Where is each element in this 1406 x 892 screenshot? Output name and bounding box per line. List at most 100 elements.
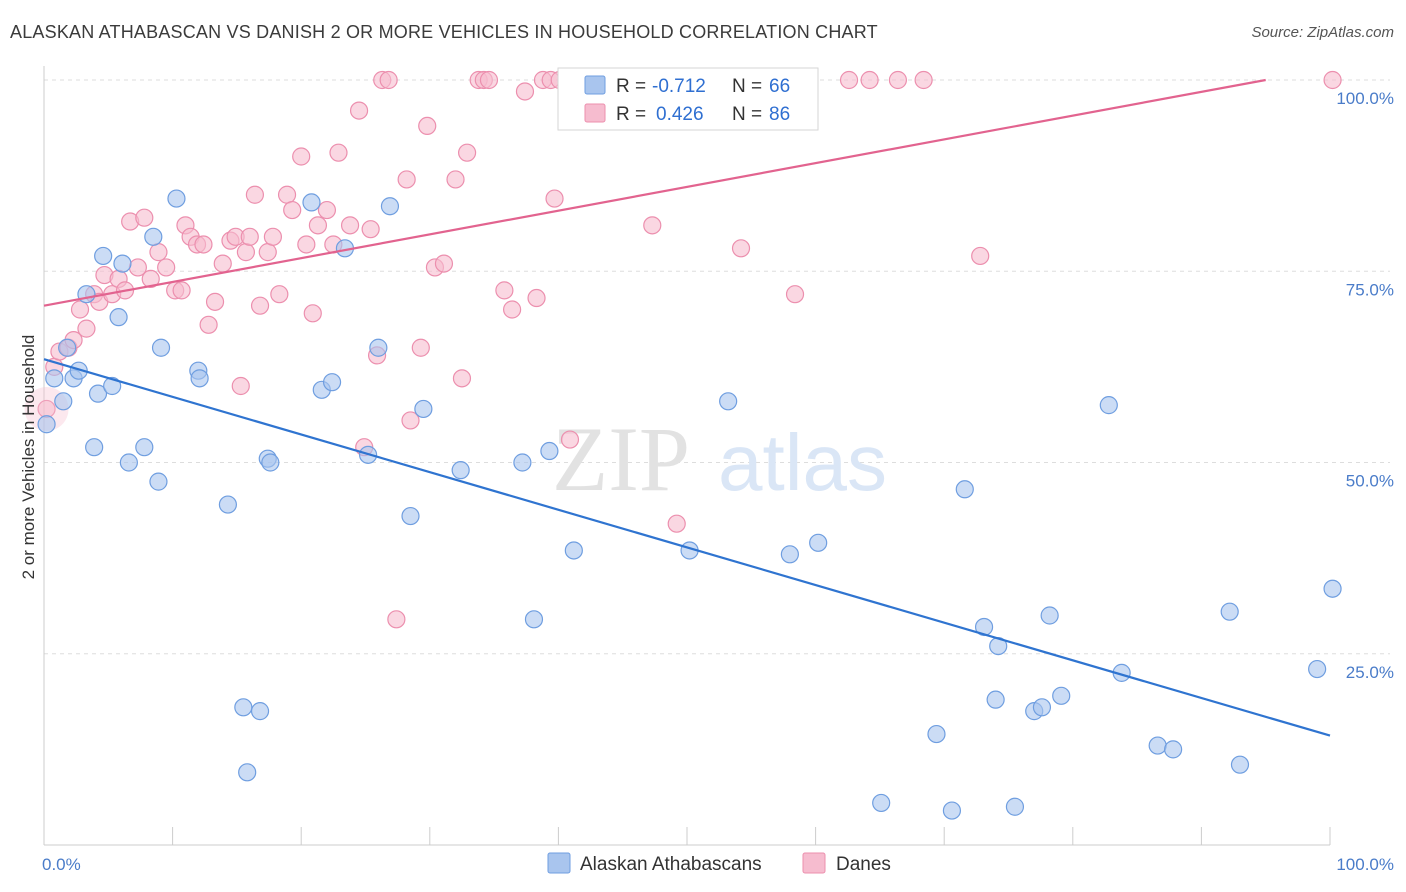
alaskan-athabascans-point — [85, 438, 104, 457]
legend-box: R = -0.712 N = 66 R = 0.426 N = 86 — [557, 67, 819, 131]
alaskan-athabascans-point — [564, 541, 583, 560]
legend-r-value-2: 0.426 — [656, 104, 704, 125]
alaskan-athabascans-point — [524, 610, 544, 629]
chart-source: Source: ZipAtlas.com — [1251, 24, 1394, 41]
alaskan-athabascans-point — [135, 438, 154, 457]
legend-swatch-pink — [584, 103, 606, 123]
chart-title: ALASKAN ATHABASCAN VS DANISH 2 OR MORE V… — [10, 22, 878, 42]
axes — [43, 66, 1331, 846]
alaskan-athabascans-point — [1308, 659, 1327, 679]
danes-point — [397, 170, 416, 189]
alaskan-athabascans-point — [955, 480, 974, 499]
legend-r-value-1: -0.712 — [652, 76, 706, 97]
alaskan-athabascans-point — [88, 384, 108, 403]
alaskan-athabascans-point — [451, 461, 470, 480]
danes-point — [1323, 70, 1342, 90]
x-tick-label-max: 100.0% — [1336, 855, 1394, 874]
danes-point — [434, 254, 454, 273]
danes-point — [349, 101, 369, 120]
alaskan-athabascans-point — [69, 361, 88, 380]
alaskan-athabascans-point — [872, 793, 891, 813]
danes-point — [157, 258, 176, 277]
danes-point — [452, 369, 472, 388]
alaskan-athabascans-point — [250, 702, 270, 721]
danes-point — [560, 430, 580, 449]
alaskan-athabascans-point — [1052, 686, 1071, 705]
legend-r-label-2: R = — [616, 104, 646, 125]
alaskan-athabascans-point — [190, 369, 209, 388]
danes-point — [446, 170, 465, 189]
legend-n-value-2: 86 — [769, 104, 790, 125]
tick-labels: 25.0% 50.0% 75.0% 100.0% 0.0% 100.0% — [42, 89, 1394, 874]
danes-point — [258, 243, 277, 262]
alaskan-athabascans-point — [261, 453, 280, 472]
danes-point — [411, 338, 430, 357]
danes-point — [172, 281, 191, 300]
danes-point — [245, 185, 265, 204]
danes-point — [785, 285, 805, 304]
watermark-atlas: atlas — [718, 418, 887, 507]
trend-lines — [43, 78, 1331, 737]
alaskan-athabascans-point — [927, 724, 946, 744]
legend-swatch-blue — [584, 75, 606, 95]
danes-points — [24, 70, 1342, 629]
alaskan-athabascans-point — [322, 373, 342, 392]
alaskan-athabascans-point — [302, 193, 321, 212]
alaskan-athabascans-point — [942, 801, 962, 820]
bottom-legend: Alaskan Athabascans Danes — [547, 852, 891, 875]
alaskan-athabascans-point — [540, 441, 559, 461]
watermark: ZIP atlas — [552, 408, 887, 510]
danes-point — [149, 243, 168, 262]
danes-point — [303, 304, 322, 323]
alaskan-athabascans-point — [234, 698, 253, 717]
alaskan-athabascans-point — [401, 506, 420, 526]
danes-point — [503, 300, 522, 319]
bottom-legend-label-blue: Alaskan Athabascans — [580, 854, 762, 875]
y-tick-label: 75.0% — [1346, 280, 1394, 299]
danes-point — [240, 227, 259, 246]
danes-point — [860, 70, 879, 90]
danes-point — [277, 185, 297, 204]
y-tick-label: 100.0% — [1336, 89, 1394, 108]
danes-point — [515, 82, 535, 101]
danes-point — [135, 208, 154, 227]
alaskan-athabascans-point — [238, 763, 257, 782]
danes-point — [263, 227, 283, 246]
watermark-zip: ZIP — [552, 408, 690, 510]
danes-point — [308, 216, 328, 235]
alaskan-athabascans-point — [719, 392, 738, 411]
alaskan-athabascans-point — [1032, 698, 1052, 717]
danes-point — [199, 315, 218, 334]
danes-point — [205, 292, 225, 311]
bottom-legend-swatch-blue — [547, 852, 571, 874]
danes-point — [457, 143, 477, 162]
danes-point — [731, 239, 751, 258]
alaskan-athabascans-point — [1148, 736, 1167, 755]
y-tick-label: 50.0% — [1346, 472, 1394, 491]
alaskan-athabascans-point — [809, 533, 828, 552]
danes-point — [250, 296, 270, 315]
bottom-legend-label-pink: Danes — [836, 854, 891, 875]
alaskan-athabascans-point — [77, 285, 96, 304]
alaskan-athabascans-points — [37, 189, 1342, 820]
danes-point — [888, 70, 908, 90]
danes-point — [839, 70, 859, 90]
alaskan-athabascans-point — [1099, 396, 1118, 415]
x-tick-label-min: 0.0% — [42, 855, 81, 874]
alaskan-athabascans-point — [780, 545, 799, 564]
alaskan-athabascans-point — [119, 453, 138, 472]
danes-point — [270, 285, 289, 304]
danes-point — [914, 70, 933, 90]
alaskan-athabascans-point — [1220, 602, 1239, 621]
alaskan-athabascans-point — [94, 246, 113, 266]
danes-point — [317, 200, 337, 220]
alaskan-athabascans-point — [986, 690, 1005, 709]
alaskan-athabascans-point — [151, 338, 171, 357]
alaskan-athabascans-point — [109, 308, 128, 327]
danes-point — [77, 319, 96, 338]
danes-point — [194, 235, 213, 254]
danes-point — [340, 216, 360, 235]
danes-point — [643, 216, 662, 235]
danes-point — [545, 189, 564, 208]
